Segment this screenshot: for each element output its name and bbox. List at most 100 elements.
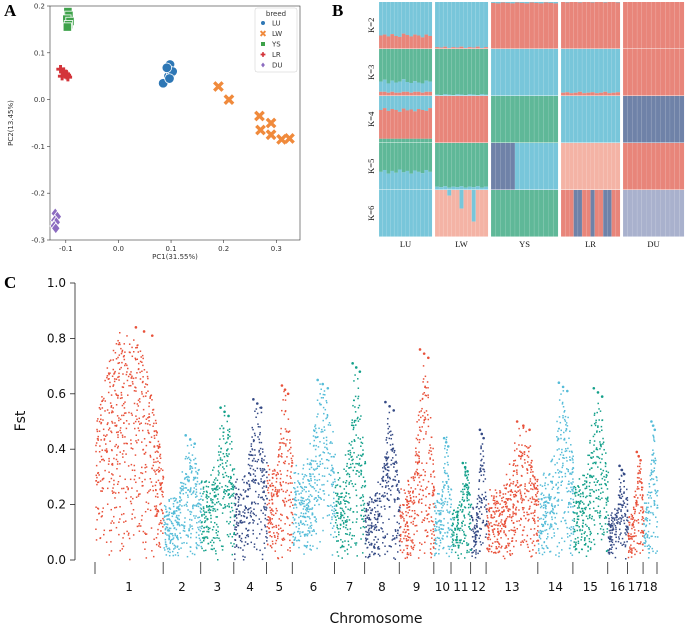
manhattan-point bbox=[263, 507, 265, 509]
manhattan-point bbox=[418, 501, 420, 504]
manhattan-peak-point bbox=[316, 378, 319, 382]
manhattan-point bbox=[228, 522, 230, 525]
manhattan-point bbox=[253, 457, 255, 460]
manhattan-point bbox=[343, 512, 346, 515]
manhattan-point bbox=[119, 343, 121, 346]
manhattan-point bbox=[389, 545, 391, 547]
admixture-bar-segment bbox=[582, 96, 587, 143]
manhattan-point bbox=[326, 467, 329, 470]
manhattan-point bbox=[136, 358, 139, 360]
manhattan-point bbox=[438, 526, 440, 529]
manhattan-point bbox=[126, 530, 128, 533]
admixture-bar-segment bbox=[483, 186, 489, 190]
manhattan-point bbox=[384, 479, 387, 482]
manhattan-point bbox=[252, 454, 254, 457]
pca-point-lw bbox=[284, 133, 295, 144]
manhattan-point bbox=[513, 449, 516, 452]
manhattan-point bbox=[126, 371, 128, 373]
manhattan-point bbox=[251, 426, 254, 429]
manhattan-point bbox=[368, 555, 370, 558]
manhattan-point bbox=[179, 491, 181, 494]
admixture-bar-segment bbox=[491, 49, 496, 96]
manhattan-point bbox=[148, 490, 150, 492]
manhattan-point bbox=[465, 483, 467, 485]
admixture-bar-segment bbox=[416, 171, 421, 190]
manhattan-point bbox=[230, 542, 232, 544]
manhattan-point bbox=[285, 443, 287, 445]
admixture-bar-segment bbox=[543, 49, 549, 96]
manhattan-point bbox=[530, 471, 532, 473]
manhattan-point bbox=[159, 522, 161, 524]
manhattan-point bbox=[157, 446, 160, 448]
manhattan-point bbox=[102, 419, 104, 421]
manhattan-point bbox=[225, 474, 228, 477]
manhattan-point bbox=[116, 463, 119, 465]
manhattan-point bbox=[467, 543, 470, 545]
manhattan-point bbox=[308, 531, 311, 534]
manhattan-point bbox=[133, 339, 135, 341]
admixture-bar-segment bbox=[655, 49, 661, 96]
manhattan-point bbox=[203, 536, 205, 539]
manhattan-point bbox=[351, 521, 354, 524]
admixture-bar-segment bbox=[394, 138, 398, 143]
manhattan-point bbox=[281, 556, 283, 559]
manhattan-point bbox=[340, 538, 342, 541]
manhattan-point bbox=[340, 513, 342, 516]
manhattan-point bbox=[530, 488, 532, 490]
manhattan-point bbox=[289, 439, 291, 441]
manhattan-point bbox=[521, 534, 524, 536]
manhattan-point bbox=[117, 431, 119, 433]
manhattan-point bbox=[370, 522, 373, 524]
manhattan-point bbox=[157, 440, 160, 443]
manhattan-point bbox=[456, 513, 459, 516]
manhattan-point bbox=[185, 487, 188, 489]
manhattan-point bbox=[115, 393, 117, 395]
manhattan-point bbox=[432, 530, 435, 533]
manhattan-point bbox=[304, 516, 307, 519]
manhattan-point bbox=[97, 435, 99, 438]
admixture-bar-segment bbox=[475, 190, 480, 237]
manhattan-point bbox=[153, 422, 155, 425]
admixture-bar-segment bbox=[424, 143, 429, 171]
manhattan-point bbox=[151, 399, 153, 401]
manhattan-point bbox=[412, 476, 415, 478]
manhattan-point bbox=[396, 483, 399, 486]
manhattan-point bbox=[271, 518, 273, 520]
manhattan-point bbox=[152, 409, 154, 411]
manhattan-point bbox=[517, 486, 520, 488]
manhattan-point bbox=[513, 545, 515, 548]
manhattan-point bbox=[379, 500, 382, 502]
manhattan-point bbox=[171, 515, 174, 518]
manhattan-point bbox=[217, 526, 219, 528]
manhattan-point bbox=[165, 506, 167, 508]
manhattan-point bbox=[117, 397, 119, 399]
manhattan-point bbox=[299, 485, 302, 488]
manhattan-point bbox=[336, 524, 339, 527]
manhattan-point bbox=[124, 491, 127, 494]
manhattan-point bbox=[243, 544, 246, 547]
manhattan-point bbox=[539, 529, 542, 532]
manhattan-point bbox=[413, 499, 415, 502]
manhattan-point bbox=[532, 488, 534, 491]
manhattan-point bbox=[526, 490, 529, 492]
admixture-bar-segment bbox=[505, 143, 511, 190]
manhattan-point bbox=[452, 512, 454, 515]
manhattan-point bbox=[184, 487, 187, 489]
manhattan-point bbox=[470, 514, 473, 517]
manhattan-point bbox=[120, 432, 122, 434]
manhattan-point bbox=[137, 362, 140, 365]
manhattan-point bbox=[157, 509, 159, 512]
manhattan-point bbox=[278, 491, 280, 493]
manhattan-point bbox=[216, 537, 218, 539]
manhattan-point bbox=[205, 480, 208, 482]
manhattan-point bbox=[213, 491, 216, 494]
manhattan-point bbox=[448, 494, 451, 496]
admixture-bar-segment bbox=[679, 2, 685, 49]
manhattan-point bbox=[172, 537, 175, 539]
manhattan-point bbox=[215, 495, 217, 497]
manhattan-point bbox=[488, 550, 490, 553]
manhattan-point bbox=[126, 379, 129, 382]
manhattan-point bbox=[262, 470, 264, 472]
admixture-bar-segment bbox=[382, 91, 387, 96]
manhattan-point bbox=[364, 542, 367, 545]
